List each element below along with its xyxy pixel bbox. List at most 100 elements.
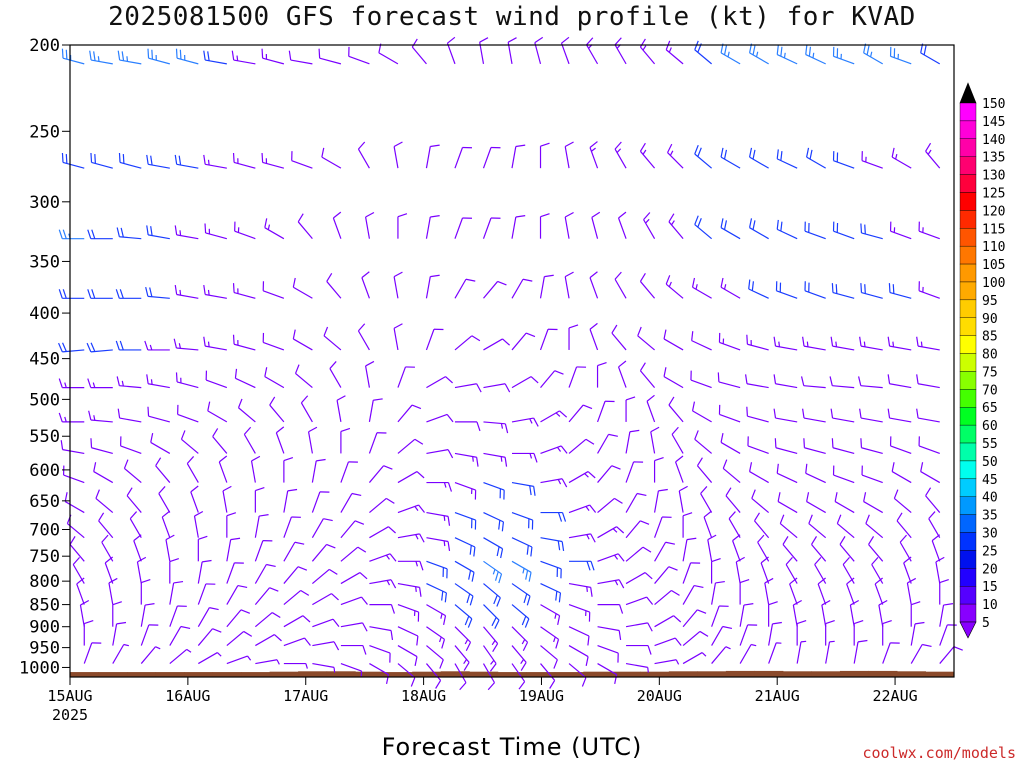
wind-barb (58, 229, 85, 240)
x-tick-label: 22AUG (872, 687, 917, 705)
wind-barb (261, 48, 285, 65)
wind-barb (779, 514, 798, 539)
colorbar-label: 50 (982, 455, 998, 470)
wind-barb (482, 217, 501, 239)
wind-barb (98, 512, 114, 539)
wind-barb (625, 662, 649, 673)
wind-barb (720, 433, 741, 454)
wind-barb (696, 457, 713, 483)
wind-barb (887, 336, 912, 351)
wind-barb (140, 646, 161, 664)
wind-barb (846, 577, 855, 605)
x-axis-title: Forecast Time (UTC) (381, 733, 643, 761)
credit-link[interactable]: coolwx.com/models (862, 744, 1016, 762)
wind-barb (511, 144, 526, 169)
wind-barb (711, 646, 731, 664)
wind-barb (682, 630, 709, 647)
wind-barb (397, 366, 415, 388)
wind-barb (397, 582, 422, 597)
wind-barb (482, 663, 496, 691)
wind-barb (378, 43, 399, 65)
wind-barb (694, 215, 712, 240)
wind-barb (112, 643, 129, 664)
wind-barb (789, 577, 798, 605)
wind-barb (625, 520, 650, 539)
wind-barb (336, 395, 346, 423)
terrain-segment (526, 672, 556, 677)
wind-barb (720, 218, 741, 240)
wind-barb (720, 147, 741, 169)
wind-barb (805, 45, 826, 65)
wind-barb (540, 645, 558, 669)
wind-barb (226, 655, 252, 665)
wind-barb (654, 615, 682, 628)
wind-barb (482, 645, 497, 672)
wind-barb (198, 652, 222, 665)
wind-barb (454, 383, 482, 393)
wind-barb (393, 141, 403, 169)
wind-barb (234, 221, 256, 240)
wind-barb (69, 536, 85, 562)
wind-barb (821, 599, 831, 627)
wind-barb (369, 626, 394, 640)
colorbar-label: 105 (982, 258, 1005, 273)
wind-barb (586, 37, 599, 65)
wind-barb (665, 275, 684, 299)
colorbar-label: 40 (982, 491, 998, 506)
wind-barb (625, 396, 636, 422)
wind-barb (646, 394, 656, 423)
wind-barb (540, 445, 568, 454)
wind-barb (540, 370, 564, 388)
wind-barb (539, 142, 550, 169)
wind-barb (175, 372, 199, 389)
wind-barb (597, 645, 619, 663)
wind-barb (426, 413, 454, 423)
wind-barb (158, 486, 171, 513)
wind-barb (614, 141, 627, 169)
wind-barb (197, 607, 219, 628)
colorbar-cap-top (959, 82, 977, 104)
wind-barb (597, 663, 618, 684)
colorbar-segment (959, 245, 977, 265)
wind-barb (925, 487, 941, 513)
wind-barb (746, 334, 769, 351)
wind-barb (539, 213, 550, 239)
wind-barb (283, 566, 308, 584)
wind-barb (368, 465, 393, 483)
wind-barb (617, 211, 627, 239)
wind-barb (312, 568, 338, 585)
wind-barb (568, 471, 596, 484)
wind-barb (283, 589, 310, 606)
wind-barb (283, 615, 311, 628)
wind-barb (147, 406, 170, 423)
wind-barb (231, 50, 256, 65)
wind-barb (323, 326, 342, 351)
wind-barb (720, 277, 741, 299)
terrain-segment (611, 671, 641, 677)
wind-barb (264, 367, 285, 389)
wind-barb (193, 510, 204, 538)
wind-barb (782, 536, 798, 562)
x-tick-label: 16AUG (165, 687, 210, 705)
wind-barb (58, 412, 85, 423)
wind-barb (639, 362, 656, 388)
wind-barb (711, 625, 733, 646)
wind-barb (691, 401, 712, 423)
terrain-segment (98, 672, 128, 677)
y-tick-label: 850 (29, 596, 60, 616)
wind-barb (232, 152, 256, 169)
wind-barb (540, 604, 561, 626)
wind-barb (694, 144, 712, 169)
wind-barb (169, 625, 191, 646)
wind-barb (768, 642, 782, 664)
wind-barb (60, 440, 85, 455)
wind-barb (393, 271, 403, 299)
wind-barb (749, 462, 769, 484)
wind-barb (802, 408, 826, 423)
wind-barb (169, 557, 179, 584)
wind-barb (483, 383, 511, 393)
colorbar-label: 15 (982, 580, 998, 595)
wind-barb (397, 213, 408, 239)
terrain-segment (725, 670, 755, 677)
